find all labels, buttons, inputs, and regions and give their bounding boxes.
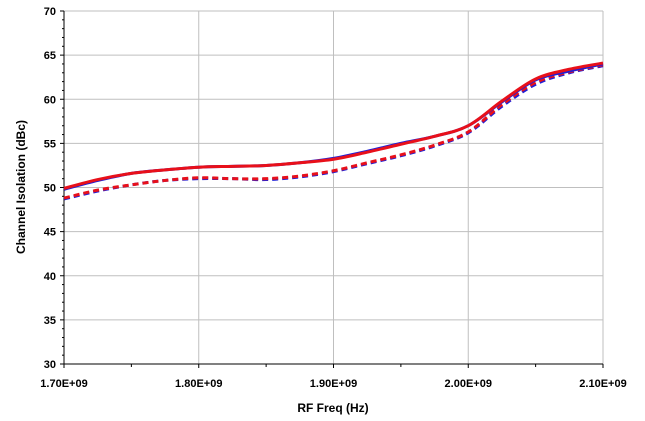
y-tick-label: 45	[44, 227, 56, 239]
y-tick-label: 30	[44, 359, 56, 371]
x-axis-title: RF Freq (Hz)	[297, 401, 368, 415]
y-tick-label: 55	[44, 138, 56, 150]
tick-labels: 1.70E+09 1.80E+09 1.90E+09 2.00E+09 2.10E+09…	[40, 6, 626, 390]
x-tick-label: 1.70E+09	[40, 378, 87, 390]
series-lines	[63, 61, 604, 201]
x-tick-label: 1.90E+09	[310, 378, 357, 390]
y-tick-label: 60	[44, 94, 56, 106]
y-tick-label: 65	[44, 50, 56, 62]
x-tick-label: 2.00E+09	[445, 378, 492, 390]
y-tick-label: 35	[44, 315, 56, 327]
series-line-4-dashed	[63, 63, 604, 200]
y-tick-label: 70	[44, 6, 56, 18]
x-tick-label: 2.10E+09	[579, 378, 626, 390]
x-tick-label: 1.80E+09	[175, 378, 222, 390]
y-tick-label: 50	[44, 183, 56, 195]
y-tick-label: 40	[44, 271, 56, 283]
grid	[64, 10, 604, 364]
series-line-2-solid	[63, 61, 604, 190]
y-axis-title: Channel Isolation (dBc)	[14, 120, 28, 254]
